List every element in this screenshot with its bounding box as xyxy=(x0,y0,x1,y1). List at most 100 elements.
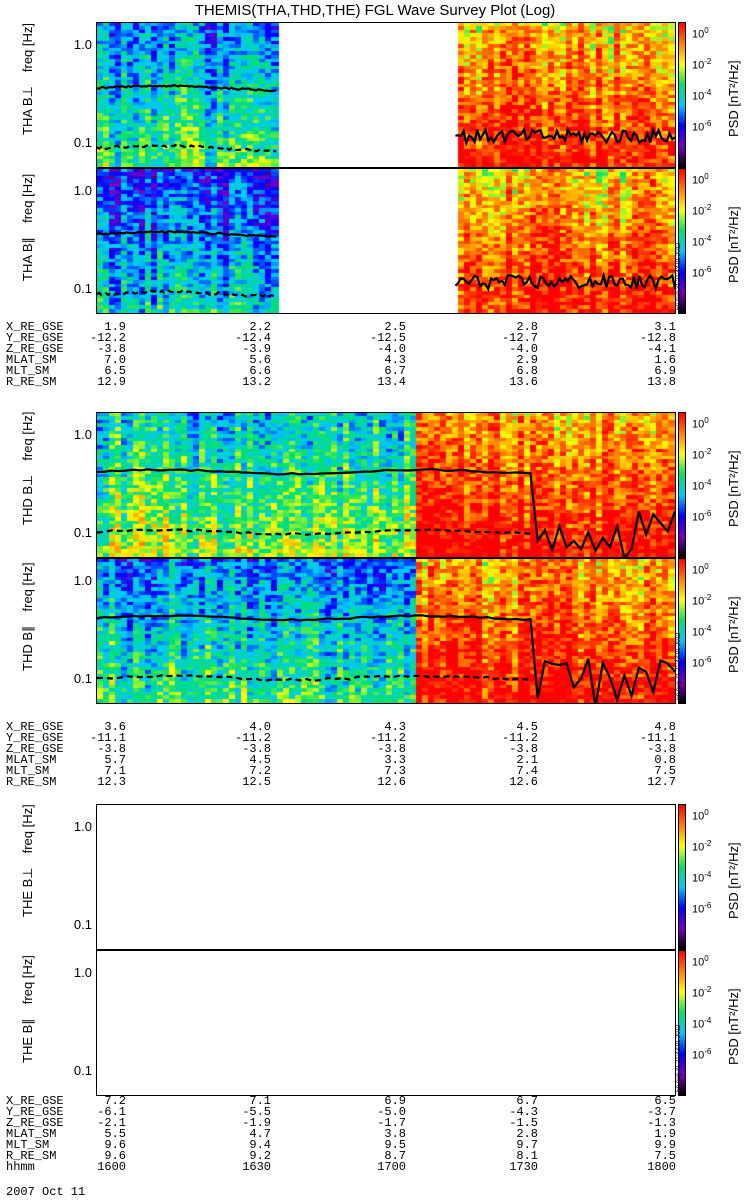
panel-label: THE B⊥ xyxy=(20,867,35,917)
ephemeris-row: hhmm 1600 1630 1700 1730 1800 xyxy=(6,1160,696,1174)
ephemeris-value: 4.0 xyxy=(249,720,271,734)
fce-solid-line xyxy=(454,271,675,293)
ephemeris-value: 3.8 xyxy=(384,1127,406,1141)
ephemeris-value: -11.2 xyxy=(369,731,406,745)
colorbar-label: PSD [nT²/Hz] xyxy=(726,988,741,1065)
ephemeris-row-label: X_RE_GSE xyxy=(6,1094,64,1108)
ephemeris-row-label: R_RE_SM xyxy=(6,775,57,789)
yaxis-tick-label: 1.0 xyxy=(73,964,92,980)
ephemeris-value: 13.8 xyxy=(647,375,676,389)
spectrogram-panel xyxy=(96,22,676,168)
ephemeris-value: 13.6 xyxy=(509,375,538,389)
yaxis-tick-label: 1.0 xyxy=(73,572,92,588)
ephemeris-row: Y_RE_GSE -12.2 -12.4 -12.5 -12.7 -12.8 xyxy=(6,331,696,345)
ephemeris-row: MLAT_SM 5.7 4.5 3.3 2.1 0.8 xyxy=(6,753,696,767)
ephemeris-value: 1600 xyxy=(97,1160,126,1174)
timestamp-stamp: Fri Aug 31 21:43:01 2012 xyxy=(676,1024,682,1092)
freq-unit-label: freq [Hz] xyxy=(20,804,35,854)
freq-unit-label: freq [Hz] xyxy=(20,411,35,461)
timestamp-stamp: Fri Aug 31 21:43:01 2012 xyxy=(676,632,682,700)
ephemeris-value: 4.5 xyxy=(516,720,538,734)
colorbar xyxy=(678,412,686,558)
colorbar-tick-label: 100 xyxy=(692,26,709,41)
ephemeris-row: MLT_SM 6.5 6.6 6.7 6.8 6.9 xyxy=(6,364,696,378)
ephemeris-value: 7.4 xyxy=(516,764,538,778)
ephemeris-value: -1.3 xyxy=(647,1116,676,1130)
ephemeris-row-label: hhmm xyxy=(6,1160,35,1174)
freq-unit-label: freq [Hz] xyxy=(20,173,35,223)
yaxis-label: THA B⊥ freq [Hz] xyxy=(20,23,36,135)
colorbar-label: PSD [nT²/Hz] xyxy=(726,842,741,919)
colorbar-tick-label: 100 xyxy=(692,808,709,823)
panel-label: THE B∥ xyxy=(20,1018,35,1063)
ephemeris-value: 9.2 xyxy=(249,1149,271,1163)
fce-dashed-line xyxy=(97,528,531,536)
ephemeris-value: 9.9 xyxy=(654,1138,676,1152)
chart-title: THEMIS(THA,THD,THE) FGL Wave Survey Plot… xyxy=(194,2,556,19)
yaxis-tick-label: 0.1 xyxy=(73,134,92,150)
ephemeris-value: 2.5 xyxy=(384,320,406,334)
yaxis-tick-label: 1.0 xyxy=(73,426,92,442)
freq-unit-label: freq [Hz] xyxy=(20,562,35,612)
ephemeris-value: 6.9 xyxy=(654,364,676,378)
ephemeris-row: Z_RE_GSE -3.8 -3.8 -3.8 -3.8 -3.8 xyxy=(6,743,696,755)
ephemeris-value: -2.1 xyxy=(97,1116,126,1130)
ephemeris-row-label: Y_RE_GSE xyxy=(6,731,64,745)
colorbar-label: PSD [nT²/Hz] xyxy=(726,596,741,673)
ephemeris-value: 6.7 xyxy=(516,1094,538,1108)
timestamp-stamp: Fri Aug 31 21:43:01 2012 xyxy=(676,242,682,310)
ephemeris-value: 4.3 xyxy=(384,353,406,367)
colorbar-tick-label: 10-6 xyxy=(692,655,712,670)
ephemeris-value: -12.4 xyxy=(234,331,271,345)
colorbar-tick-label: 10-4 xyxy=(692,870,712,885)
fce-solid-line xyxy=(97,84,277,93)
ephemeris-row-label: MLT_SM xyxy=(6,764,50,778)
ephemeris-value: 2.1 xyxy=(516,753,538,767)
ephemeris-row: R_RE_SM 12.3 12.5 12.6 12.6 12.7 xyxy=(6,775,696,789)
ephemeris-row-label: MLAT_SM xyxy=(6,1127,57,1141)
ephemeris-row: X_RE_GSE 3.6 4.0 4.3 4.5 4.8 xyxy=(6,720,696,734)
colorbar-tick-label: 10-2 xyxy=(692,593,712,608)
ephemeris-value: -4.3 xyxy=(509,1105,538,1119)
ephemeris-block: X_RE_GSE 7.2 7.1 6.9 6.7 6.5 Y_RE_GSE -6.1 -5.5-… xyxy=(6,1094,696,1174)
yaxis-label: THD B∥ freq [Hz] xyxy=(20,562,36,671)
ephemeris-value: 3.3 xyxy=(384,753,406,767)
colorbar-tick-label: 10-4 xyxy=(692,234,712,249)
colorbar-tick-label: 10-4 xyxy=(692,478,712,493)
spectrogram-panel xyxy=(96,804,676,950)
colorbar-tick-label: 10-4 xyxy=(692,1016,712,1031)
ephemeris-value: 9.4 xyxy=(249,1138,271,1152)
panel-label: THD B⊥ xyxy=(20,474,35,525)
ephemeris-value: -11.1 xyxy=(89,731,126,745)
panel-label: THA B∥ xyxy=(20,236,35,281)
fce-dashed-line xyxy=(97,674,531,683)
ephemeris-value: 7.2 xyxy=(249,764,271,778)
ephemeris-row-label: Y_RE_GSE xyxy=(6,331,64,345)
fce-overlay xyxy=(97,229,675,299)
ephemeris-value: 7.2 xyxy=(104,1094,126,1108)
ephemeris-value: 9.6 xyxy=(104,1149,126,1163)
ephemeris-value: 9.7 xyxy=(516,1138,538,1152)
ephemeris-value: 7.1 xyxy=(249,1094,271,1108)
ephemeris-row: MLAT_SM 5.5 4.7 3.8 2.8 1.9 xyxy=(6,1127,696,1141)
ephemeris-value: 4.7 xyxy=(249,1127,271,1141)
yaxis-label: THD B⊥ freq [Hz] xyxy=(20,412,36,525)
ephemeris-value: 6.9 xyxy=(384,1094,406,1108)
ephemeris-row-label: Z_RE_GSE xyxy=(6,342,64,356)
fce-solid-line xyxy=(97,229,277,238)
colorbar xyxy=(678,22,686,168)
panel-label: THD B∥ xyxy=(20,625,35,672)
colorbar-tick-label: 10-6 xyxy=(692,119,712,134)
ephemeris-value: -3.8 xyxy=(97,342,126,356)
ephemeris-value: 2.9 xyxy=(516,353,538,367)
spectrogram-heatmap xyxy=(97,805,675,949)
ephemeris-value: 2.8 xyxy=(516,320,538,334)
ephemeris-value: -12.7 xyxy=(501,331,538,345)
ephemeris-value: 1730 xyxy=(509,1160,538,1174)
spectrogram-heatmap xyxy=(97,559,675,703)
ephemeris-row-label: MLT_SM xyxy=(6,1138,50,1152)
date-label: 2007 Oct 11 xyxy=(6,1185,86,1199)
ephemeris-row-label: Z_RE_GSE xyxy=(6,1116,64,1130)
colorbar-tick-label: 10-2 xyxy=(692,985,712,1000)
colorbar-tick-label: 100 xyxy=(692,416,709,431)
